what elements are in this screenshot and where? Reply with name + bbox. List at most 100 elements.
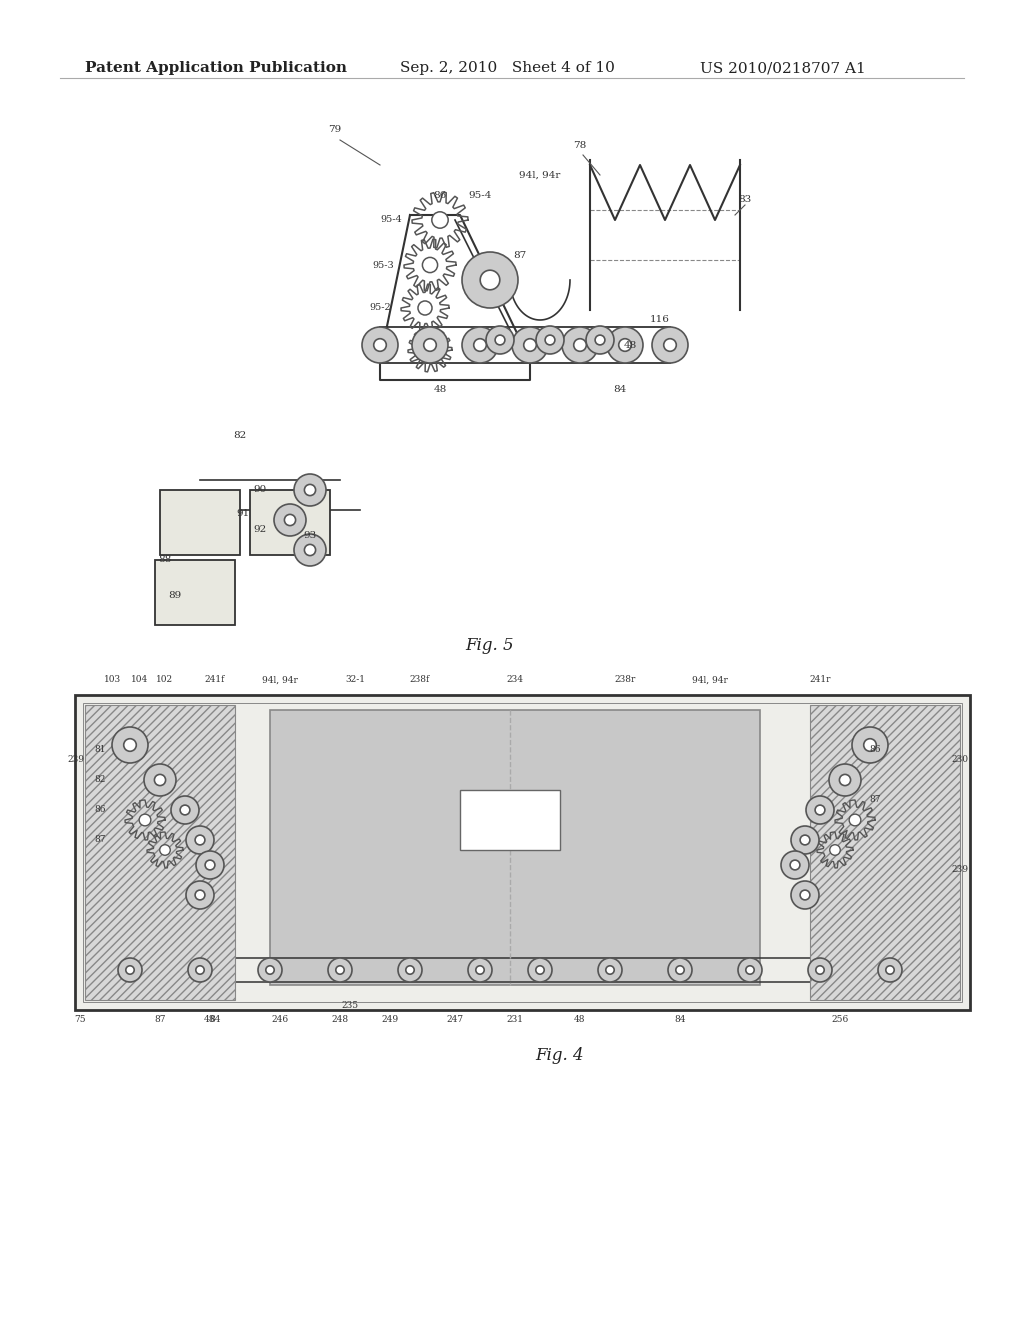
Text: 82: 82 (233, 430, 247, 440)
Text: 241r: 241r (809, 676, 830, 685)
Circle shape (791, 880, 819, 909)
Text: 248: 248 (332, 1015, 348, 1024)
Circle shape (374, 339, 386, 351)
Text: 256: 256 (831, 1015, 849, 1024)
Text: 92: 92 (253, 525, 266, 535)
Text: 75: 75 (74, 1015, 86, 1024)
Circle shape (155, 775, 166, 785)
Bar (270, 710, 760, 985)
Circle shape (424, 339, 436, 351)
Circle shape (398, 958, 422, 982)
Circle shape (171, 796, 199, 824)
Circle shape (815, 805, 825, 814)
Circle shape (618, 339, 632, 351)
Bar (460, 789, 560, 850)
Circle shape (528, 958, 552, 982)
Text: 95-1: 95-1 (376, 346, 398, 355)
Circle shape (258, 958, 282, 982)
Circle shape (586, 326, 614, 354)
Text: 48: 48 (433, 385, 446, 395)
Bar (250, 490, 330, 554)
Text: 95-4: 95-4 (380, 215, 402, 224)
Text: 95-2: 95-2 (370, 304, 391, 313)
Circle shape (362, 327, 398, 363)
Text: 87: 87 (94, 836, 105, 845)
Bar (155, 560, 234, 624)
Text: 48: 48 (574, 1015, 586, 1024)
Bar (83, 704, 962, 1002)
Bar (75, 696, 970, 1010)
Circle shape (536, 326, 564, 354)
Circle shape (676, 966, 684, 974)
Circle shape (781, 851, 809, 879)
Text: 239: 239 (951, 866, 969, 874)
Circle shape (800, 836, 810, 845)
Circle shape (476, 966, 484, 974)
Text: 89: 89 (168, 590, 181, 599)
Circle shape (144, 764, 176, 796)
Text: 79: 79 (329, 125, 342, 135)
Circle shape (829, 764, 861, 796)
Circle shape (474, 339, 486, 351)
Circle shape (664, 339, 676, 351)
Circle shape (304, 544, 315, 556)
Circle shape (462, 327, 498, 363)
Circle shape (738, 958, 762, 982)
Text: 48: 48 (204, 1015, 216, 1024)
Circle shape (468, 958, 492, 982)
Text: 239: 239 (68, 755, 85, 764)
Text: 116: 116 (650, 315, 670, 325)
Circle shape (829, 845, 841, 855)
Text: 86: 86 (869, 746, 881, 755)
Circle shape (800, 890, 810, 900)
Circle shape (512, 327, 548, 363)
Circle shape (791, 826, 819, 854)
Circle shape (180, 805, 189, 814)
Circle shape (188, 958, 212, 982)
Circle shape (294, 535, 326, 566)
Circle shape (336, 966, 344, 974)
Circle shape (196, 851, 224, 879)
Circle shape (432, 211, 449, 228)
Circle shape (422, 257, 437, 273)
Circle shape (186, 826, 214, 854)
Circle shape (595, 335, 605, 345)
Circle shape (196, 890, 205, 900)
Text: Fig. 5: Fig. 5 (466, 636, 514, 653)
Circle shape (139, 814, 151, 826)
Text: 87: 87 (869, 796, 881, 804)
Text: 94l, 94r: 94l, 94r (519, 170, 561, 180)
Text: 94l, 94r: 94l, 94r (262, 676, 298, 685)
Text: 84: 84 (209, 1015, 221, 1024)
Circle shape (418, 301, 432, 315)
Text: 95-4: 95-4 (468, 190, 492, 199)
Circle shape (545, 335, 555, 345)
Text: 87: 87 (155, 1015, 166, 1024)
Circle shape (806, 796, 834, 824)
Text: 91: 91 (237, 508, 250, 517)
Text: 84: 84 (613, 385, 627, 395)
Text: 48: 48 (624, 341, 637, 350)
Text: 241f: 241f (205, 676, 225, 685)
Circle shape (274, 504, 306, 536)
Circle shape (486, 326, 514, 354)
Text: 235: 235 (341, 1001, 358, 1010)
Text: 238r: 238r (614, 676, 636, 685)
Circle shape (607, 327, 643, 363)
Text: 102: 102 (157, 676, 173, 685)
Circle shape (606, 966, 614, 974)
Text: 231: 231 (507, 1015, 523, 1024)
Bar (160, 490, 240, 554)
Text: 104: 104 (131, 676, 148, 685)
Bar (810, 705, 961, 1001)
Text: 230: 230 (951, 755, 969, 764)
Circle shape (205, 861, 215, 870)
Circle shape (196, 966, 204, 974)
Circle shape (886, 966, 894, 974)
Text: 249: 249 (381, 1015, 398, 1024)
Bar (85, 705, 234, 1001)
Text: 234: 234 (507, 676, 523, 685)
Circle shape (573, 339, 587, 351)
Circle shape (852, 727, 888, 763)
Circle shape (849, 814, 861, 826)
